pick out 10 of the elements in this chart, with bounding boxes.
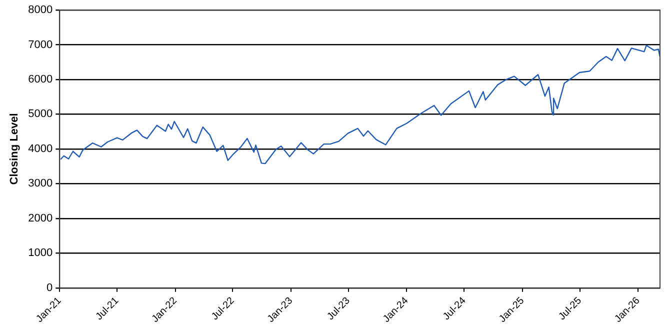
y-tick-label: 0 (46, 282, 53, 294)
y-tick-label: 1000 (28, 247, 53, 260)
y-tick-label: 4000 (28, 142, 53, 155)
y-tick-label: 5000 (28, 108, 53, 120)
y-tick-label: 3000 (28, 178, 53, 190)
y-tick-label: 6000 (28, 74, 53, 86)
y-tick-label: 7000 (28, 38, 53, 51)
y-tick-label: 2000 (28, 212, 53, 224)
y-axis-title: Closing Level (8, 113, 21, 185)
y-tick-label: 8000 (28, 4, 53, 16)
